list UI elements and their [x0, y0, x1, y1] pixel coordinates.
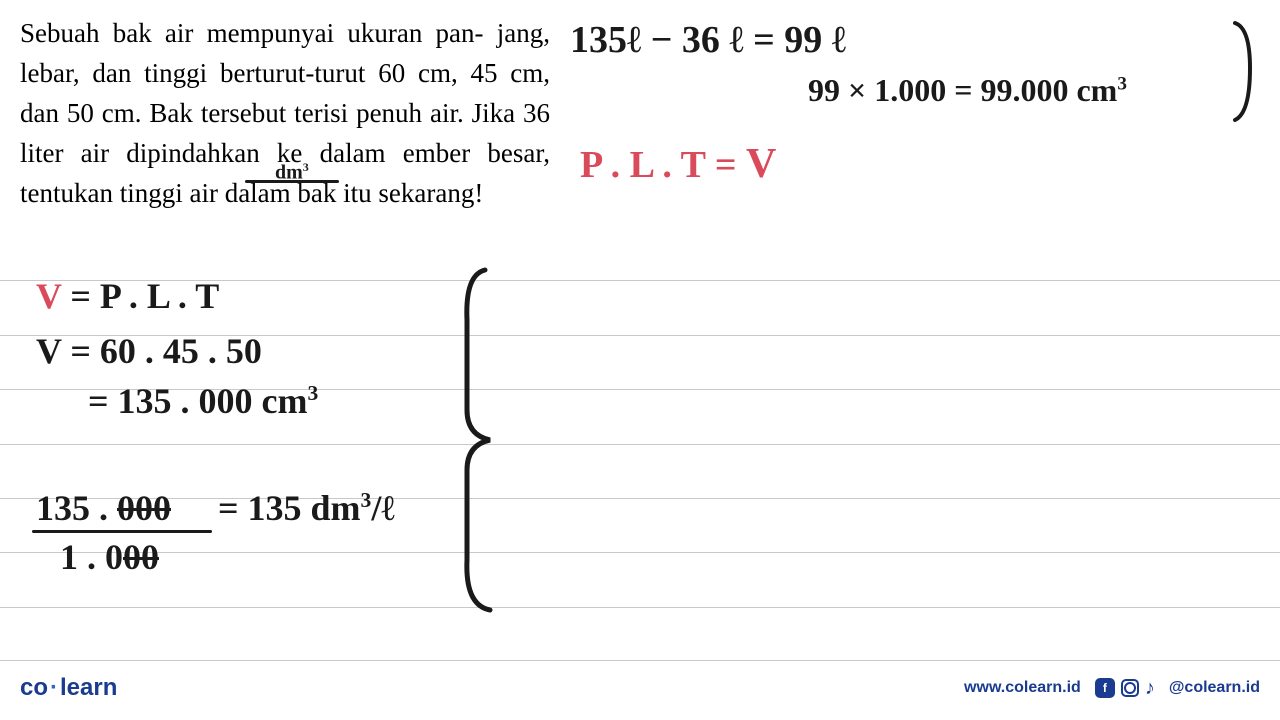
calc-convert: 99 × 1.000 = 99.000 cm3 [808, 72, 1127, 109]
formula-plt: P . L . T = V [580, 140, 776, 188]
calc-subtract: 135ℓ − 36 ℓ = 99 ℓ [570, 18, 846, 62]
fraction-denominator: 1 . 000 [60, 536, 159, 578]
instagram-icon [1121, 679, 1139, 697]
social-icons: f ♪ [1095, 677, 1155, 700]
dm3-annotation: dm3 [275, 160, 309, 185]
logo-co: co [20, 674, 48, 701]
bracket-mark [1230, 18, 1260, 128]
facebook-icon: f [1095, 678, 1115, 698]
calc-substitute: V = 60 . 45 . 50 [36, 330, 262, 372]
footer-handle: @colearn.id [1169, 679, 1260, 697]
fraction-result: = 135 dm3/ℓ [218, 487, 395, 529]
fraction-bar [32, 530, 212, 533]
fraction-numerator: 135 . 000 [36, 487, 171, 529]
tiktok-icon: ♪ [1145, 677, 1155, 700]
calc-volume-result: = 135 . 000 cm3 [88, 380, 318, 422]
brand-logo: co·learn [20, 674, 117, 702]
formula-volume: V = P . L . T [36, 275, 219, 317]
footer-url: www.colearn.id [964, 679, 1081, 697]
logo-learn: learn [60, 674, 117, 701]
grouping-brace [455, 260, 515, 620]
footer: co·learn www.colearn.id f ♪ @colearn.id [20, 674, 1260, 702]
